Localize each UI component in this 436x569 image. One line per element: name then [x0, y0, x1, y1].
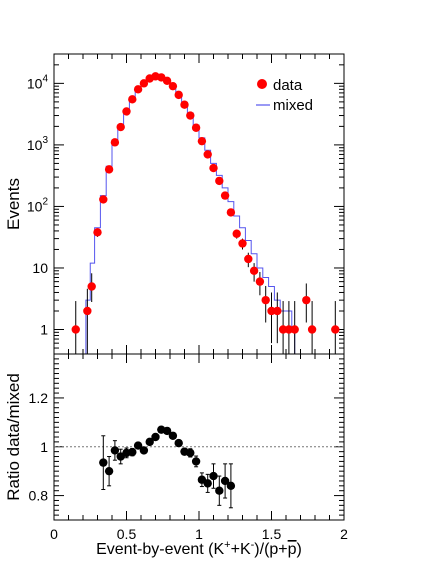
x-tick-label: 1.5	[262, 526, 282, 542]
x-tick-label: 0.5	[117, 526, 137, 542]
ratio-point	[110, 446, 120, 455]
data-point	[307, 325, 317, 334]
data-point	[203, 150, 212, 159]
data-point	[128, 95, 137, 104]
data-point	[104, 165, 114, 174]
data-point	[191, 123, 201, 132]
tick-label-exponent: 4	[42, 73, 48, 84]
data-point	[116, 122, 125, 132]
x-axis-label: Event-by-event (K++K-)/(p+p)	[96, 539, 302, 558]
ratio-point	[191, 457, 201, 466]
data-point	[122, 107, 131, 116]
top-ylabel: Events	[4, 178, 23, 230]
data-point	[139, 79, 149, 88]
data-point	[215, 176, 224, 186]
data-point	[209, 163, 218, 173]
bottom-axis-ticks: 0.8 1 1.2 0 0.5 1 1.5 2	[29, 353, 348, 542]
ratio-point	[99, 458, 108, 467]
top-y-tick-label: 102	[27, 196, 49, 214]
data-point	[87, 282, 96, 291]
data-point	[278, 325, 288, 334]
data-point	[273, 306, 282, 316]
bottom-panel-frame	[53, 353, 345, 521]
ratio-point	[174, 438, 183, 448]
data-point	[232, 229, 241, 238]
data-point	[174, 90, 183, 100]
ratio-points	[99, 425, 236, 509]
data-point	[110, 138, 120, 147]
data-point	[168, 81, 178, 91]
data-point	[93, 228, 102, 237]
ratio-point	[168, 431, 178, 440]
legend: data mixed	[256, 77, 313, 114]
data-points	[71, 72, 340, 354]
tick-label-base: 10	[27, 198, 43, 214]
legend-data-label: data	[273, 77, 303, 94]
data-point	[267, 306, 276, 316]
tick-label-base: 10	[27, 75, 43, 91]
ratio-point	[162, 426, 172, 436]
data-point	[180, 100, 189, 109]
legend-data-marker	[257, 79, 267, 89]
bottom-y-tick-label: 1.2	[29, 390, 49, 406]
top-y-tick-label: 103	[27, 135, 49, 153]
data-point	[133, 85, 143, 94]
ratio-point	[151, 432, 160, 442]
ratio-point	[220, 476, 230, 486]
ratio-point	[203, 479, 212, 488]
data-point	[302, 295, 311, 305]
data-point	[284, 325, 294, 334]
data-point	[255, 277, 265, 286]
x-tick-label: 1	[195, 526, 203, 542]
ratio-point	[104, 466, 114, 476]
data-point	[162, 76, 172, 86]
data-point	[220, 191, 230, 200]
ratio-point	[128, 447, 137, 457]
data-point	[244, 254, 253, 264]
data-point	[249, 266, 259, 275]
x-tick-label: 2	[340, 526, 348, 542]
bottom-ylabel: Ratio data/mixed	[4, 373, 23, 501]
data-point	[290, 325, 299, 334]
ratio-point	[186, 448, 195, 458]
top-y-tick-label: 104	[27, 73, 49, 91]
ratio-point	[209, 471, 218, 481]
bottom-y-tick-label: 0.8	[29, 488, 49, 504]
ratio-point	[139, 446, 149, 455]
data-point	[197, 136, 207, 146]
ratio-point	[145, 437, 154, 447]
data-point	[71, 325, 80, 334]
data-point	[238, 239, 247, 248]
data-point	[261, 295, 270, 305]
data-point	[226, 208, 236, 217]
ratio-point	[226, 481, 236, 491]
data-point	[331, 325, 340, 334]
x-tick-label: 0	[50, 526, 58, 542]
tick-label-base: 10	[27, 137, 43, 153]
ratio-point	[215, 486, 224, 495]
top-y-tick-label: 10	[32, 260, 48, 276]
data-point	[99, 195, 108, 204]
legend-mixed-label: mixed	[273, 97, 313, 114]
tick-label-exponent: 3	[42, 135, 48, 146]
bottom-y-tick-label: 1	[40, 439, 48, 455]
top-y-tick-label: 1	[40, 322, 48, 338]
data-point	[186, 111, 195, 120]
tick-label-exponent: 2	[42, 196, 48, 207]
data-point	[83, 306, 92, 316]
ratio-point	[133, 441, 143, 450]
